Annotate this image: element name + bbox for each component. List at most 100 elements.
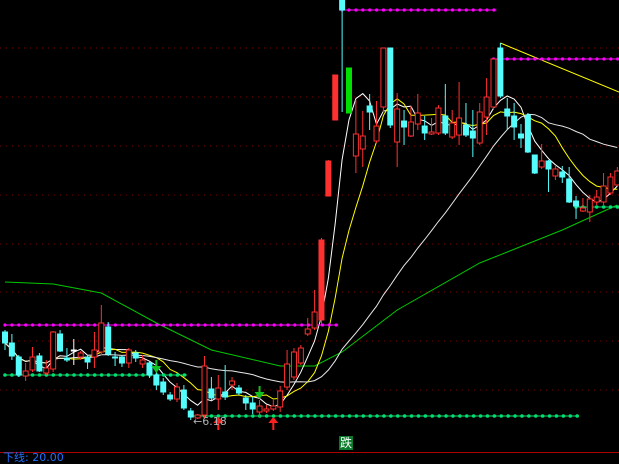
candle-body: [2, 331, 8, 344]
resistance-level-dot: [175, 323, 180, 327]
candle-body: [229, 380, 236, 386]
candle-body: [339, 0, 346, 11]
support-level-dot: [458, 414, 462, 418]
support-level-dot: [547, 414, 552, 418]
support-level-dot: [10, 373, 14, 377]
resistance-level-dot: [347, 8, 351, 12]
resistance-level-dot: [182, 323, 186, 327]
support-level-dot: [127, 373, 131, 377]
resistance-level-dot: [471, 8, 475, 12]
support-level-dot: [533, 414, 538, 418]
candle-body: [194, 414, 201, 419]
support-level-dot: [320, 414, 324, 418]
resistance-level-dot: [492, 8, 496, 12]
candle-body: [504, 108, 511, 117]
candle-body: [153, 374, 160, 386]
support-level-dot: [506, 414, 510, 418]
candle-body: [70, 349, 77, 352]
candle-body: [545, 160, 552, 170]
candle-body: [607, 176, 614, 194]
support-level-dot: [561, 414, 566, 418]
candle-body: [394, 108, 401, 143]
candle-body: [8, 342, 15, 357]
resistance-level-dot: [37, 323, 42, 327]
candle-body: [29, 356, 36, 371]
resistance-level-dot: [10, 323, 14, 327]
support-level-dot: [423, 414, 428, 418]
indicator-readout: 下线: 20.00: [3, 451, 64, 464]
candle-body: [593, 196, 600, 203]
resistance-level-dot: [258, 323, 262, 327]
support-level-dot: [594, 205, 599, 209]
candle-body: [215, 387, 222, 400]
resistance-level-dot: [44, 323, 49, 327]
resistance-level-dot: [457, 8, 462, 12]
resistance-level-dot: [567, 57, 571, 61]
candle-body: [263, 408, 270, 412]
resistance-level-dot: [368, 8, 372, 12]
candle-body: [407, 121, 414, 137]
support-level-dot: [141, 373, 145, 377]
resistance-level-dot: [430, 8, 434, 12]
resistance-level-dot: [72, 323, 76, 327]
candle-body: [483, 96, 490, 118]
candle-body: [91, 349, 98, 358]
support-level-dot: [306, 414, 310, 418]
resistance-level-dot: [616, 57, 619, 61]
candle-body: [531, 154, 538, 174]
resistance-level-dot: [134, 323, 138, 327]
candle-body: [77, 352, 84, 358]
resistance-level-dot: [519, 57, 523, 61]
support-level-dot: [271, 414, 276, 418]
support-level-dot: [30, 373, 35, 377]
candle-body: [476, 111, 483, 144]
support-level-dot: [568, 414, 573, 418]
resistance-level-dot: [210, 323, 214, 327]
resistance-level-dot: [602, 57, 606, 61]
support-level-dot: [395, 414, 400, 418]
candle-body: [497, 47, 504, 97]
support-level-dot: [175, 373, 180, 377]
candle-body: [208, 388, 215, 399]
support-level-dot: [209, 414, 214, 418]
candle-body: [249, 402, 256, 410]
candle-body: [435, 107, 442, 134]
candle-body: [559, 171, 566, 178]
candle-body: [311, 311, 318, 329]
support-level-dot: [223, 414, 228, 418]
buy-arrow-icon: [272, 423, 275, 430]
candle-body: [538, 160, 545, 168]
support-level-dot: [92, 373, 97, 377]
resistance-level-dot: [217, 323, 221, 327]
support-level-dot: [375, 414, 379, 418]
candle-body: [160, 381, 167, 393]
resistance-level-dot: [203, 323, 207, 327]
resistance-level-dot: [93, 323, 97, 327]
support-level-dot: [402, 414, 407, 418]
candle-body: [524, 114, 531, 153]
resistance-level-dot: [127, 323, 131, 327]
buy-arrow-icon: [268, 417, 279, 423]
resistance-level-dot: [113, 323, 117, 327]
sell-arrow-icon: [254, 392, 265, 399]
support-level-dot: [492, 414, 497, 418]
support-level-dot: [471, 414, 476, 418]
candle-body: [235, 387, 242, 394]
support-level-dot: [409, 414, 414, 418]
candle-body: [36, 355, 43, 372]
support-level-dot: [99, 373, 104, 377]
resistance-level-dot: [300, 323, 304, 327]
candle-body: [222, 391, 229, 398]
candle-body: [15, 356, 22, 376]
resistance-level-dot: [244, 323, 249, 327]
sell-arrow-icon: [151, 366, 162, 373]
buy-arrow-icon: [213, 417, 224, 423]
support-level-dot: [65, 373, 69, 377]
candle-body: [174, 386, 180, 400]
candle-body: [332, 74, 339, 121]
resistance-level-dot: [478, 8, 482, 12]
candle-body: [359, 135, 366, 150]
support-level-dot: [251, 414, 255, 418]
support-level-dot: [340, 414, 345, 418]
support-level-dot: [513, 414, 517, 418]
